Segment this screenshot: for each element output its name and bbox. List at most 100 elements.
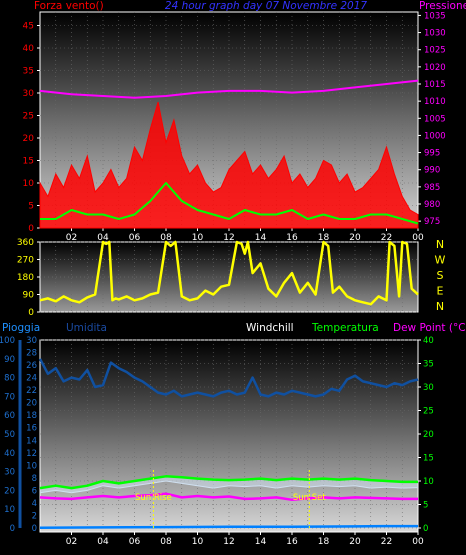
temperature-tick-label: 30: [423, 383, 434, 393]
temperature-tick-label: 25: [423, 407, 434, 417]
humidity-tick-label: 90: [4, 355, 15, 365]
x-tick-label: 18: [318, 537, 330, 547]
legend-humidity: Umidita: [66, 322, 107, 334]
legend-windchill: Windchill: [246, 322, 294, 334]
wind-tick-label: 10: [23, 179, 35, 189]
rain-tick-label: 8: [32, 474, 37, 484]
x-tick-label: 06: [129, 537, 141, 547]
temperature-y-axis: 0 5 10 15 20 25 30 35 40: [418, 336, 434, 534]
avg-wind-line: [40, 182, 419, 225]
sun-marker-label: Sun Rise: [135, 493, 172, 503]
pressure-line: [39, 79, 419, 99]
rain-tick-label: 2: [32, 511, 37, 521]
rain-tick-label: 28: [26, 349, 37, 359]
direction-series: [39, 240, 419, 306]
x-tick-label: 22: [381, 233, 392, 243]
x-tick-label: 20: [349, 233, 361, 243]
rain-tick-label: 20: [26, 399, 37, 409]
rain-tick-label: 22: [26, 386, 37, 396]
rain-tick-label: 24: [26, 374, 37, 384]
x-tick-label: 10: [192, 537, 204, 547]
compass-label: N: [436, 238, 444, 251]
pressure-tick-label: 1005: [424, 114, 446, 124]
rain-tick-label: 12: [26, 449, 37, 459]
pressure-tick-label: 975: [424, 217, 440, 227]
gust-area: [39, 101, 419, 229]
legend-rain: Pioggia: [2, 322, 40, 334]
x-tick-label: 00: [412, 537, 424, 547]
temp-series: [38, 358, 419, 529]
pressure-axis-label: Pressione: [419, 0, 466, 12]
x-tick-label: 20: [349, 537, 361, 547]
legend-dewpoint: Dew Point (°C): [393, 322, 466, 334]
direction-tick-label: 180: [17, 273, 34, 283]
humidity-tick-label: 100: [0, 336, 15, 346]
sun-marker-label: Sun Set: [293, 493, 326, 503]
rain-tick-label: 18: [26, 411, 37, 421]
windchill-line: [39, 480, 419, 494]
wind-x-axis: 02 04 06 08 10 12 14 16 18 20 22 00: [66, 228, 424, 243]
x-tick-label: 04: [97, 233, 109, 243]
wind-tick-label: 30: [23, 89, 35, 99]
rain-tick-label: 26: [26, 361, 37, 371]
direction-tick-label: 270: [17, 256, 34, 266]
pressure-tick-label: 1015: [424, 80, 446, 90]
wind-axis-label: Forza vento(): [34, 0, 104, 12]
x-tick-label: 16: [286, 537, 298, 547]
x-tick-label: 12: [223, 537, 234, 547]
x-tick-label: 12: [223, 233, 234, 243]
wind-y-axis: 0 5 10 15 20 25 30 35 40 45: [23, 22, 40, 234]
compass-label: W: [435, 254, 446, 267]
temperature-line: [39, 475, 418, 490]
temperature-tick-label: 15: [423, 454, 434, 464]
humidity-tick-label: 30: [4, 468, 15, 478]
rain-tick-label: 4: [32, 499, 37, 509]
x-tick-label: 10: [192, 233, 204, 243]
temperature-tick-label: 10: [423, 477, 434, 487]
pressure-tick-label: 995: [424, 149, 440, 159]
humidity-tick-label: 60: [4, 411, 15, 421]
temp-x-axis: 02 04 06 08 10 12 14 16 18 20 22 00: [66, 532, 424, 547]
chart-title: 24 hour graph day 07 Novembre 2017: [165, 0, 368, 12]
legend-temperature: Temperatura: [311, 322, 379, 334]
rain-tick-label: 0: [32, 524, 37, 534]
humidity-tick-label: 70: [4, 392, 15, 402]
humidity-line: [38, 358, 419, 398]
wind-tick-label: 5: [28, 202, 34, 212]
direction-y-axis: 0 90 180 270 360: [17, 238, 40, 318]
x-tick-label: 08: [160, 537, 172, 547]
rain-tick-label: 30: [26, 336, 37, 346]
x-tick-label: 18: [318, 233, 330, 243]
compass-label: E: [437, 285, 444, 298]
wind-tick-label: 20: [23, 134, 35, 144]
wind-series: [39, 79, 419, 229]
pressure-tick-label: 1020: [424, 63, 446, 73]
pressure-tick-label: 980: [424, 200, 440, 210]
wind-direction-line: [39, 240, 419, 306]
temperature-tick-label: 0: [423, 524, 428, 534]
x-tick-label: 06: [129, 233, 141, 243]
compass-label: N: [436, 300, 444, 313]
windchill-band: [40, 476, 418, 493]
humidity-tick-label: 0: [10, 524, 15, 534]
humidity-tick-label: 40: [4, 449, 15, 459]
rain-tick-label: 14: [26, 436, 37, 446]
rain-tick-label: 16: [26, 424, 37, 434]
direction-tick-label: 360: [17, 238, 34, 248]
x-tick-label: 14: [255, 537, 267, 547]
rain-tick-label: 10: [26, 461, 37, 471]
humidity-tick-label: 20: [4, 486, 15, 496]
x-tick-label: 00: [412, 233, 424, 243]
direction-tick-label: 90: [23, 291, 35, 301]
pressure-tick-label: 1010: [424, 97, 446, 107]
wind-tick-label: 25: [23, 112, 34, 122]
wind-tick-label: 35: [23, 67, 34, 77]
pressure-tick-label: 990: [424, 166, 440, 176]
pressure-tick-label: 1030: [424, 29, 446, 39]
x-tick-label: 02: [66, 537, 77, 547]
temperature-tick-label: 20: [423, 430, 434, 440]
wind-tick-label: 15: [23, 157, 34, 167]
